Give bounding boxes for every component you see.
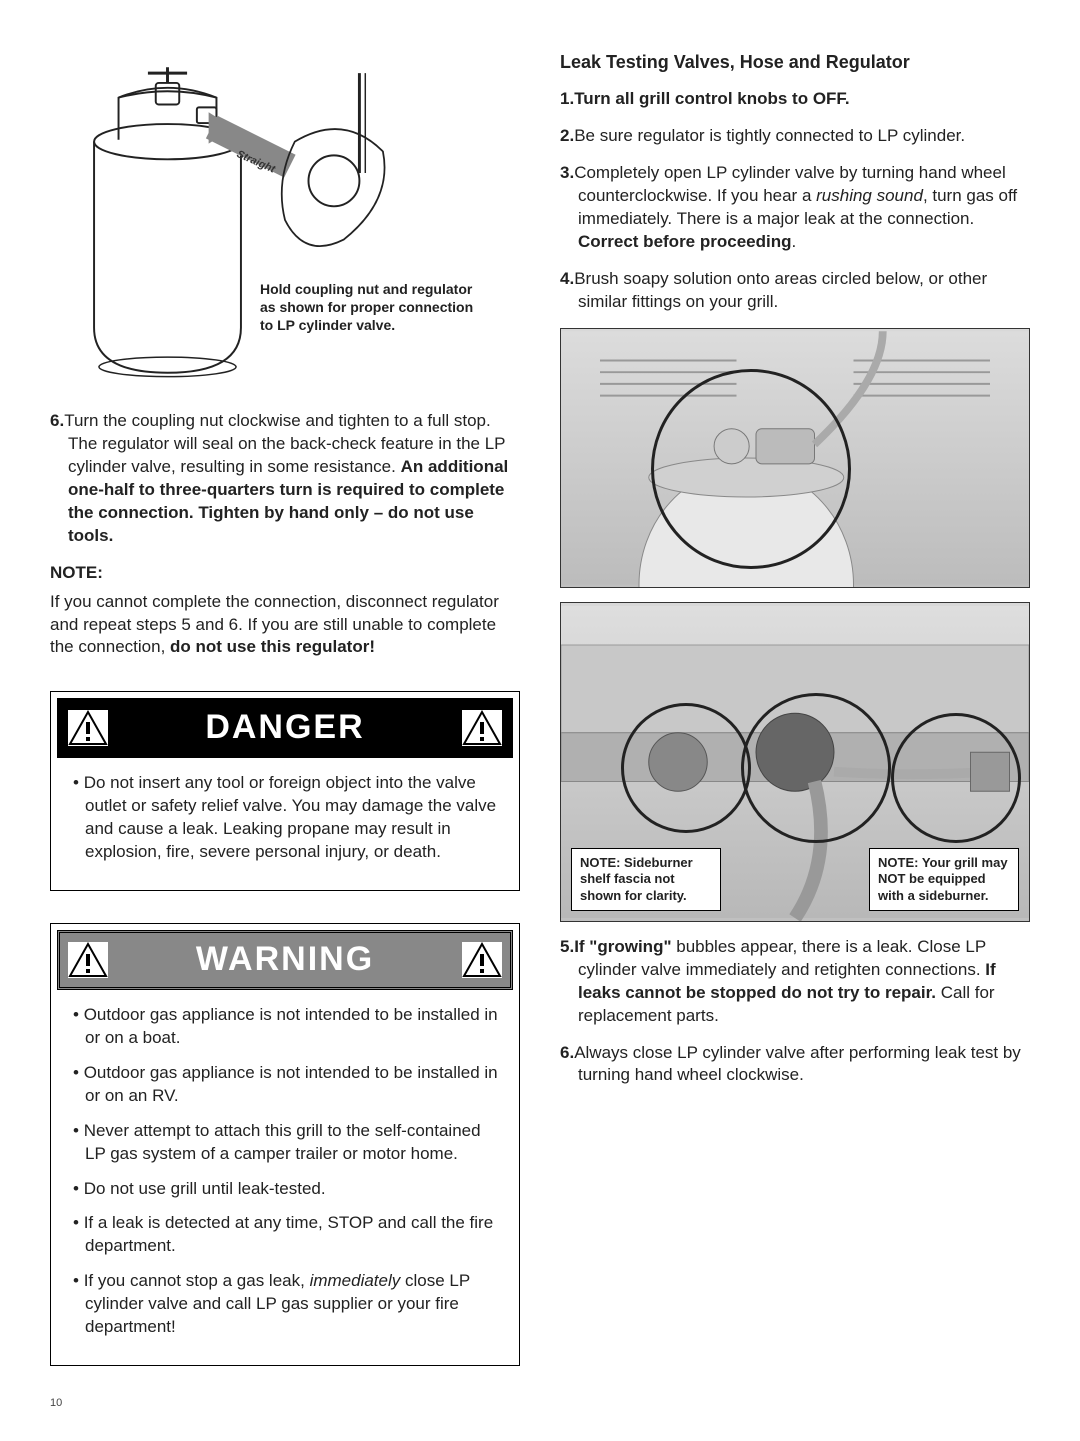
warning-item: Outdoor gas appliance is not intended to… — [67, 1062, 503, 1108]
step-3: 3.Completely open LP cylinder valve by t… — [560, 162, 1030, 254]
s6-num: 6. — [560, 1043, 574, 1062]
cylinder-illustration: Straight Hold coupling nut and regulator… — [50, 50, 520, 390]
step-6r: 6.Always close LP cylinder valve after p… — [560, 1042, 1030, 1088]
photo-note-right: NOTE: Your grill may NOT be equipped wit… — [869, 848, 1019, 911]
s3e: . — [792, 232, 797, 251]
leak-photo-2: NOTE: Sideburner shelf fascia not shown … — [560, 602, 1030, 922]
left-column: Straight Hold coupling nut and regulator… — [50, 50, 520, 1411]
warning-header: WARNING — [57, 930, 513, 990]
s2-text: Be sure regulator is tightly connected t… — [574, 126, 965, 145]
s5a: If "growing" — [574, 937, 671, 956]
note-body-b: do not use this regulator! — [170, 637, 375, 656]
note-body: If you cannot complete the connection, d… — [50, 591, 520, 660]
right-column: Leak Testing Valves, Hose and Regulator … — [560, 50, 1030, 1411]
warning-item: Never attempt to attach this grill to th… — [67, 1120, 503, 1166]
warning-box: WARNING Outdoor gas appliance is not int… — [50, 923, 520, 1366]
note-heading: NOTE: — [50, 562, 520, 585]
s5-num: 5. — [560, 937, 574, 956]
danger-title: DANGER — [205, 705, 364, 751]
leak-circle — [891, 713, 1021, 843]
leak-circle — [621, 703, 751, 833]
photo-note-left: NOTE: Sideburner shelf fascia not shown … — [571, 848, 721, 911]
s2-num: 2. — [560, 126, 574, 145]
warning-item: If you cannot stop a gas leak, immediate… — [67, 1270, 503, 1339]
leak-circle — [741, 693, 891, 843]
w6b: immediately — [310, 1271, 401, 1290]
warning-title: WARNING — [196, 937, 374, 983]
s6-text: Always close LP cylinder valve after per… — [574, 1043, 1021, 1085]
warning-triangle-icon — [462, 942, 502, 978]
s3d: Correct before proceeding — [578, 232, 792, 251]
w6a: If you cannot stop a gas leak, — [84, 1271, 310, 1290]
danger-box: DANGER Do not insert any tool or foreign… — [50, 691, 520, 891]
warning-triangle-icon — [68, 942, 108, 978]
step-4: 4.Brush soapy solution onto areas circle… — [560, 268, 1030, 314]
leak-photo-1 — [560, 328, 1030, 588]
danger-header: DANGER — [57, 698, 513, 758]
cylinder-svg: Straight — [50, 50, 520, 390]
danger-item: Do not insert any tool or foreign object… — [67, 772, 503, 864]
page-columns: Straight Hold coupling nut and regulator… — [50, 50, 1030, 1411]
warning-body: Outdoor gas appliance is not intended to… — [51, 996, 519, 1339]
warning-item: If a leak is detected at any time, STOP … — [67, 1212, 503, 1258]
s3b: rushing sound — [816, 186, 923, 205]
warning-triangle-icon — [68, 710, 108, 746]
s1-num: 1. — [560, 89, 574, 108]
step-5: 5.If "growing" bubbles appear, there is … — [560, 936, 1030, 1028]
right-heading: Leak Testing Valves, Hose and Regulator — [560, 50, 1030, 74]
warning-item: Do not use grill until leak-tested. — [67, 1178, 503, 1201]
step-2: 2.Be sure regulator is tightly connected… — [560, 125, 1030, 148]
step-1: 1.Turn all grill control knobs to OFF. — [560, 88, 1030, 111]
warning-item: Outdoor gas appliance is not intended to… — [67, 1004, 503, 1050]
s4-text: Brush soapy solution onto areas circled … — [574, 269, 987, 311]
s3-num: 3. — [560, 163, 574, 182]
leak-circle — [651, 369, 851, 569]
danger-body: Do not insert any tool or foreign object… — [51, 764, 519, 864]
s1-text: Turn all grill control knobs to OFF. — [574, 89, 849, 108]
illustration-caption: Hold coupling nut and regulator as shown… — [260, 280, 490, 335]
step6-num: 6. — [50, 411, 64, 430]
warning-triangle-icon — [462, 710, 502, 746]
step-6: 6.Turn the coupling nut clockwise and ti… — [50, 410, 520, 548]
page-number: 10 — [50, 1396, 520, 1411]
s4-num: 4. — [560, 269, 574, 288]
